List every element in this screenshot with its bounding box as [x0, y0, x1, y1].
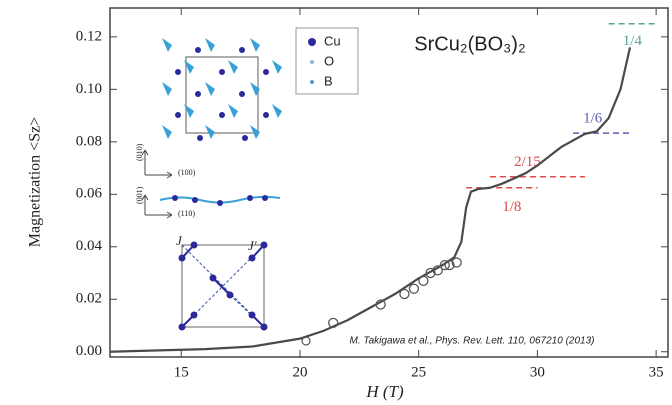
data-point [328, 317, 339, 329]
inset-label: (010) [135, 143, 144, 161]
reference-label: 2/15 [514, 154, 541, 170]
inset-structure [141, 27, 359, 331]
y-tick-label: 0.10 [76, 81, 102, 97]
y-tick-label: 0.02 [76, 291, 102, 307]
data-point [418, 275, 429, 287]
data-point [408, 283, 420, 294]
reference-label: 1/8 [502, 199, 521, 215]
legend-label: Cu [324, 33, 341, 48]
reference-label: 1/6 [583, 111, 603, 127]
x-tick-label: 25 [411, 364, 426, 380]
citation: M. Takigawa et al., Phys. Rev. Lett. 110… [350, 336, 595, 347]
y-tick-label: 0.00 [76, 343, 102, 359]
x-tick-label: 20 [292, 364, 307, 380]
data-line [109, 47, 632, 353]
chart-title: SrCu₂(BO₃)₂ [414, 33, 525, 55]
data-point [425, 267, 436, 279]
y-tick-label: 0.12 [76, 28, 102, 44]
data-point [432, 265, 443, 276]
legend-label: B [324, 73, 333, 88]
data-point [399, 288, 410, 300]
inset-label: (001) [135, 186, 144, 204]
plot-frame [109, 7, 669, 358]
data-point [451, 257, 462, 268]
inset-label: (110) [178, 209, 195, 218]
y-axis-label: Magnetization <Sz> [27, 117, 44, 247]
x-tick-label: 15 [174, 364, 189, 380]
legend-marker [310, 80, 314, 84]
inset-label: J' [248, 238, 257, 253]
y-tick-label: 0.08 [76, 133, 102, 149]
y-tick-label: 0.06 [76, 186, 103, 202]
y-tick-label: 0.04 [76, 238, 103, 254]
data-point [439, 260, 450, 271]
x-tick-label: 35 [649, 364, 664, 380]
x-tick-label: 30 [530, 364, 545, 380]
inset-label: J [176, 233, 183, 248]
x-axis-label: H (T) [365, 382, 404, 401]
legend-marker [310, 60, 314, 64]
data-point [444, 260, 455, 271]
reference-label: 1/4 [623, 33, 643, 49]
data-point [375, 299, 386, 310]
legend-label: O [324, 53, 334, 68]
inset-label: (100) [178, 168, 196, 177]
legend-marker [308, 38, 316, 46]
